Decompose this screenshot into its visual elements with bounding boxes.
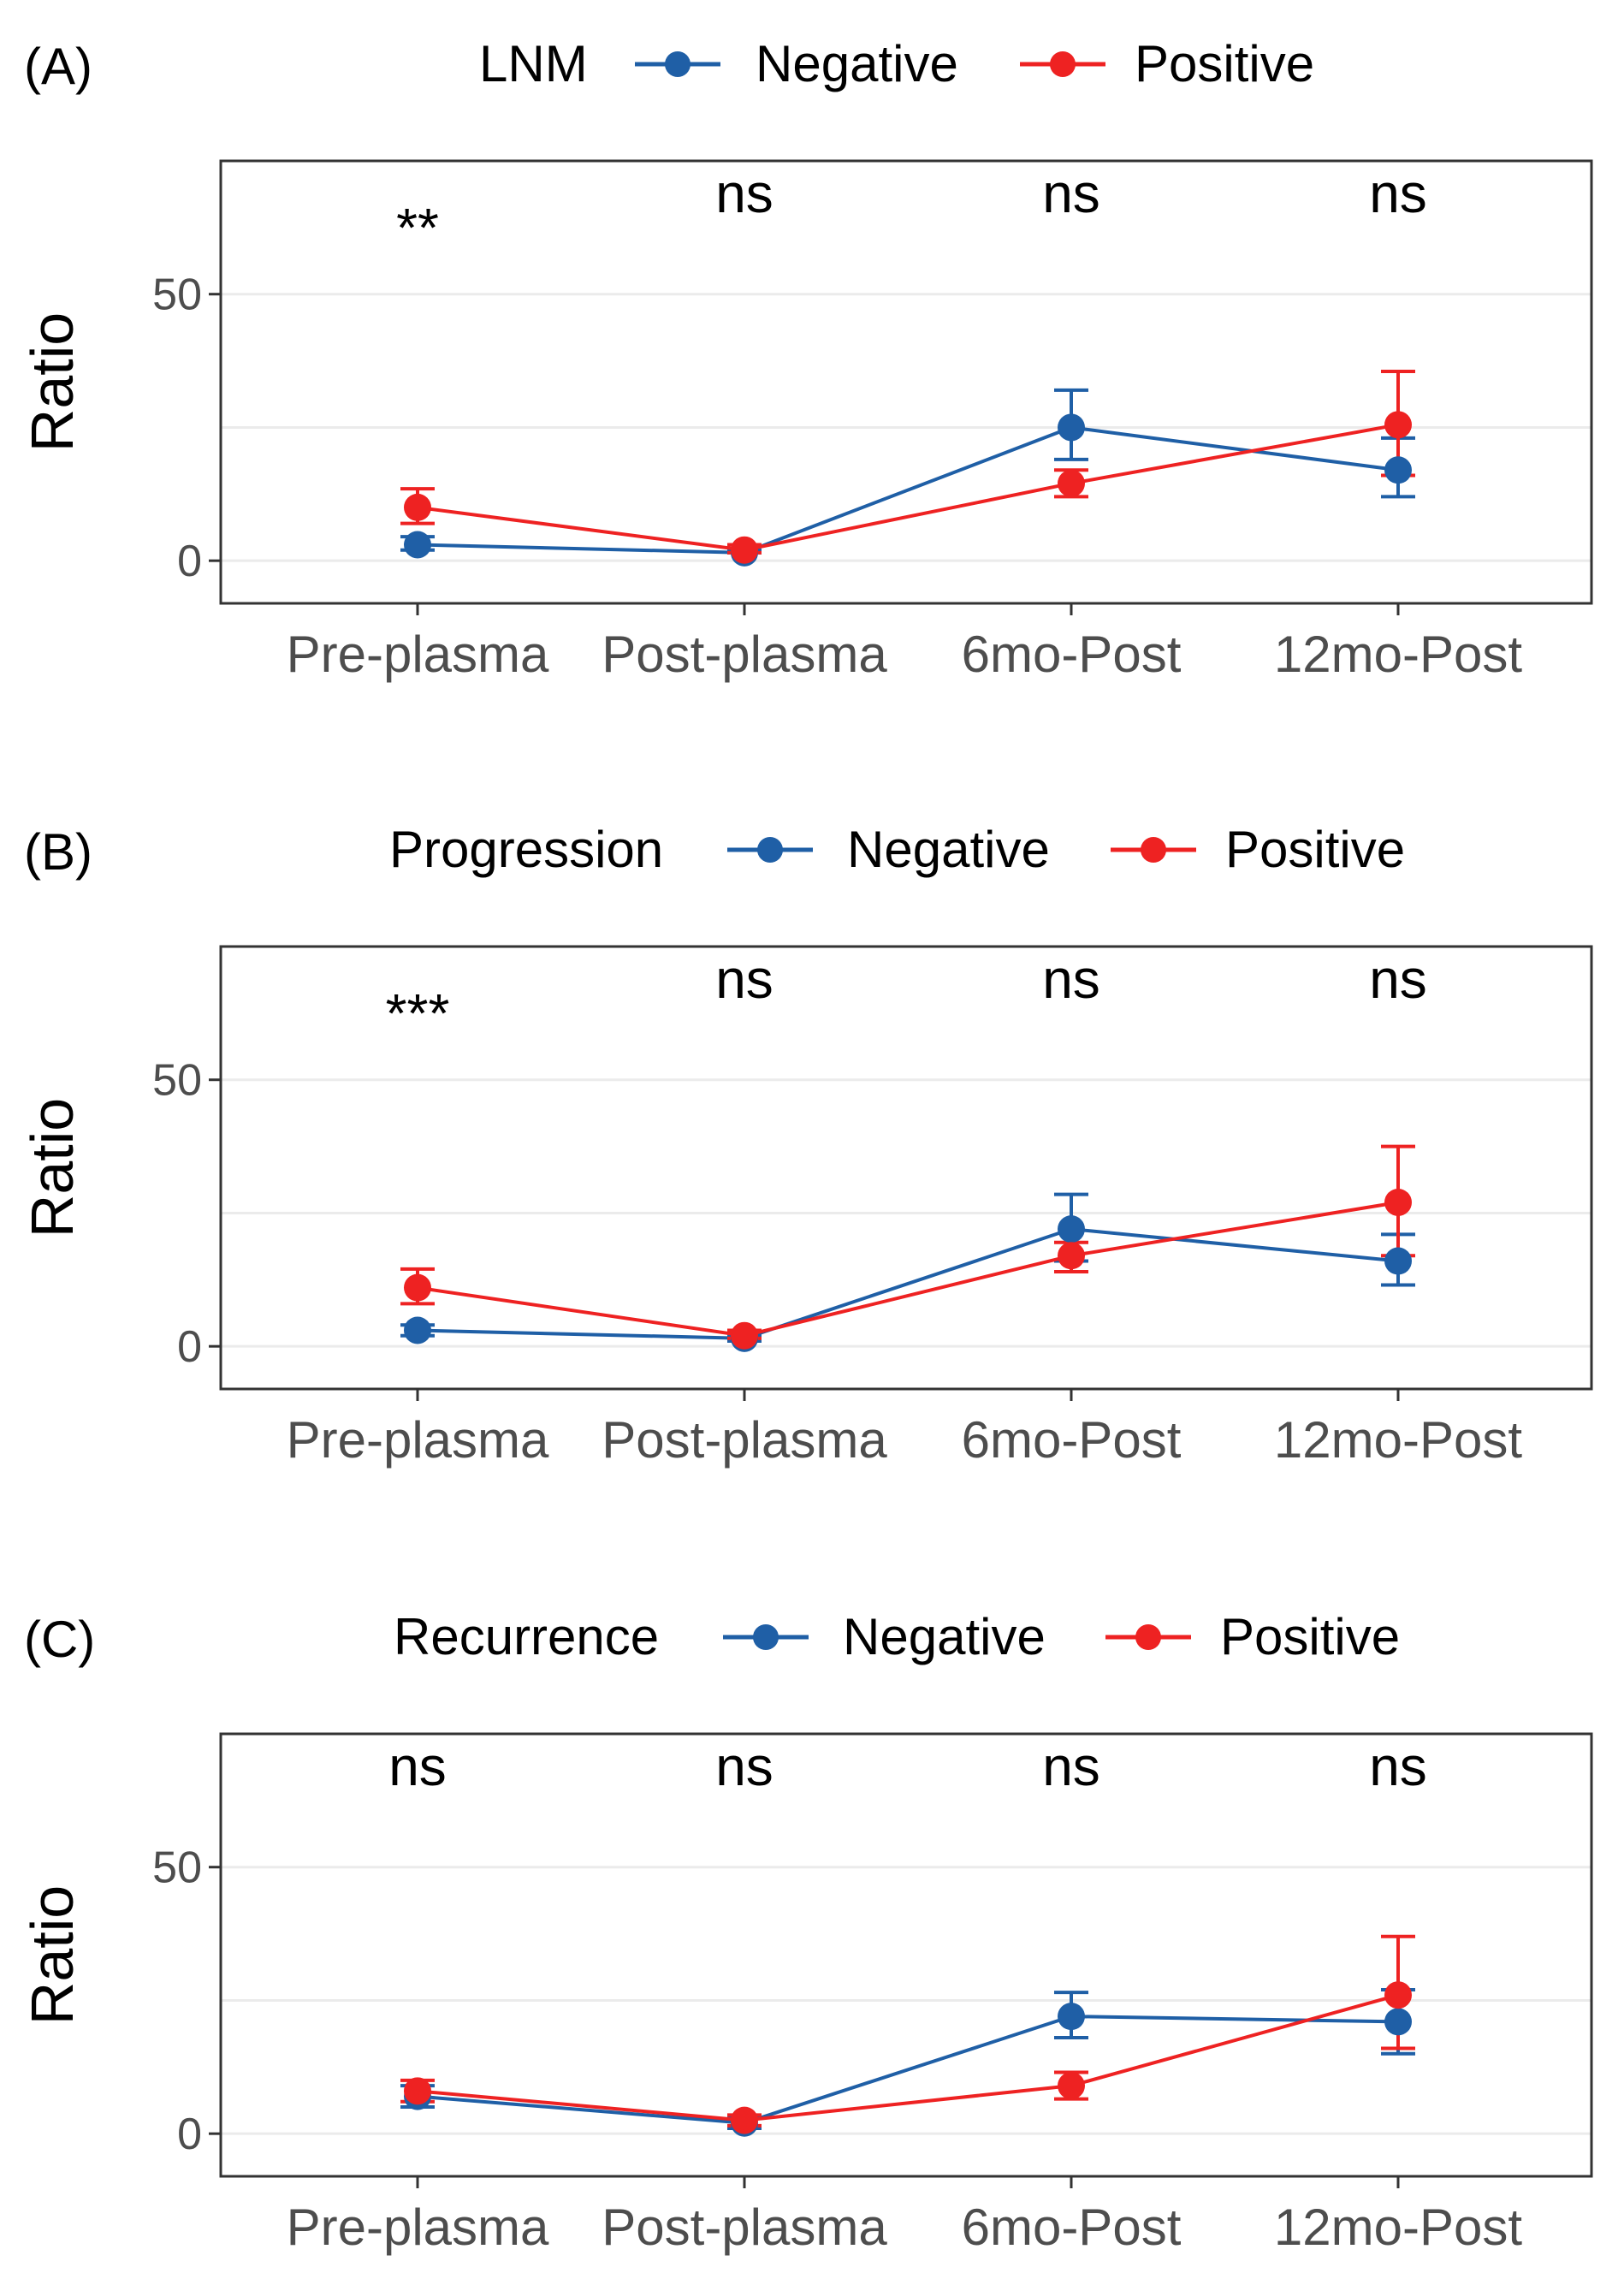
- significance-label: ns: [1042, 948, 1100, 1010]
- legend-label: Negative: [756, 35, 958, 92]
- panel-c: (C) Recurrence Negative Positive 0 50 Pre-plas…: [19, 1608, 1593, 2256]
- x-tick-label: Pre-plasma: [287, 2199, 549, 2256]
- data-point-negative: [404, 1316, 431, 1344]
- x-tick-label: 6mo-Post: [962, 2199, 1182, 2256]
- significance-label: **: [396, 197, 439, 258]
- legend-key-marker: [753, 1624, 779, 1650]
- panel-label: (B): [24, 823, 92, 881]
- legend-label: Negative: [847, 821, 1050, 878]
- significance-label: ns: [388, 1736, 447, 1797]
- data-point-positive: [404, 2077, 431, 2105]
- y-tick-label: 0: [177, 2110, 202, 2159]
- x-tick-label: Post-plasma: [602, 1411, 887, 1469]
- y-tick-label: 50: [152, 1843, 202, 1893]
- legend-key-marker: [1141, 837, 1166, 863]
- data-point-positive: [1384, 1981, 1412, 2009]
- series-line-positive: [417, 1201, 1399, 1338]
- x-tick-label: Pre-plasma: [287, 626, 549, 683]
- data-point-positive: [1058, 1242, 1085, 1270]
- legend-title: Progression: [389, 821, 663, 878]
- panel-label: (C): [24, 1611, 95, 1668]
- data-point-positive: [731, 2106, 758, 2134]
- x-tick-label: 6mo-Post: [962, 626, 1182, 683]
- data-point-negative: [1384, 2008, 1412, 2036]
- panel-label: (A): [24, 38, 92, 95]
- y-tick-label: 0: [177, 1322, 202, 1372]
- x-tick-label: 6mo-Post: [962, 1411, 1182, 1469]
- x-tick-label: Post-plasma: [602, 626, 887, 683]
- significance-label: ns: [715, 163, 773, 224]
- series-line-positive: [417, 423, 1399, 552]
- plot-border: [219, 1732, 1593, 2178]
- y-tick-label: 50: [152, 1056, 202, 1106]
- data-point-positive: [1384, 1188, 1412, 1216]
- significance-label: ns: [1369, 163, 1427, 224]
- legend-key-marker: [1050, 51, 1076, 77]
- legend-key-marker: [1135, 1624, 1161, 1650]
- data-point-positive: [1058, 2072, 1085, 2100]
- y-axis-label: Ratio: [19, 312, 86, 452]
- plot-border: [219, 159, 1593, 605]
- x-tick-label: 12mo-Post: [1274, 2199, 1522, 2256]
- data-point-negative: [404, 531, 431, 559]
- series-line-negative: [417, 2015, 1399, 2125]
- panel-b: (B) Progression Negative Positive 0 50 Pre-pla…: [19, 821, 1593, 1469]
- panel-a: (A) LNM Negative Positive 0 50 Pre-plasma Post-…: [19, 35, 1593, 683]
- x-tick-label: 12mo-Post: [1274, 1411, 1522, 1469]
- data-point-positive: [731, 536, 758, 564]
- significance-label: ns: [1042, 1736, 1100, 1797]
- legend-label: Negative: [843, 1608, 1046, 1665]
- x-tick-label: Post-plasma: [602, 2199, 887, 2256]
- legend-title: Recurrence: [394, 1608, 659, 1665]
- significance-label: ns: [715, 1736, 773, 1797]
- data-point-positive: [731, 1321, 758, 1350]
- y-tick-label: 0: [177, 537, 202, 586]
- significance-label: ns: [1042, 163, 1100, 224]
- data-point-negative: [1058, 1215, 1085, 1243]
- data-point-positive: [404, 1273, 431, 1302]
- data-point-negative: [1058, 2003, 1085, 2031]
- x-tick-label: Pre-plasma: [287, 1411, 549, 1469]
- significance-label: ***: [386, 982, 450, 1044]
- plot-border: [219, 945, 1593, 1391]
- legend-label: Positive: [1220, 1608, 1400, 1665]
- data-point-positive: [1384, 411, 1412, 439]
- significance-label: ns: [715, 948, 773, 1010]
- data-point-negative: [1384, 1247, 1412, 1275]
- x-tick-label: 12mo-Post: [1274, 626, 1522, 683]
- legend-label: Positive: [1135, 35, 1314, 92]
- data-point-negative: [1384, 456, 1412, 484]
- series-line-positive: [417, 1993, 1399, 2122]
- series-line-negative: [417, 1227, 1399, 1340]
- data-point-negative: [1058, 413, 1085, 442]
- significance-label: ns: [1369, 1736, 1427, 1797]
- series-line-negative: [417, 425, 1399, 555]
- data-point-positive: [1058, 469, 1085, 497]
- legend-title: LNM: [479, 35, 588, 92]
- y-axis-label: Ratio: [19, 1098, 86, 1237]
- legend-key-marker: [757, 837, 783, 863]
- data-point-positive: [404, 493, 431, 521]
- y-axis-label: Ratio: [19, 1885, 86, 2025]
- legend-label: Positive: [1225, 821, 1405, 878]
- significance-label: ns: [1369, 948, 1427, 1010]
- legend-key-marker: [665, 51, 690, 77]
- y-tick-label: 50: [152, 270, 202, 320]
